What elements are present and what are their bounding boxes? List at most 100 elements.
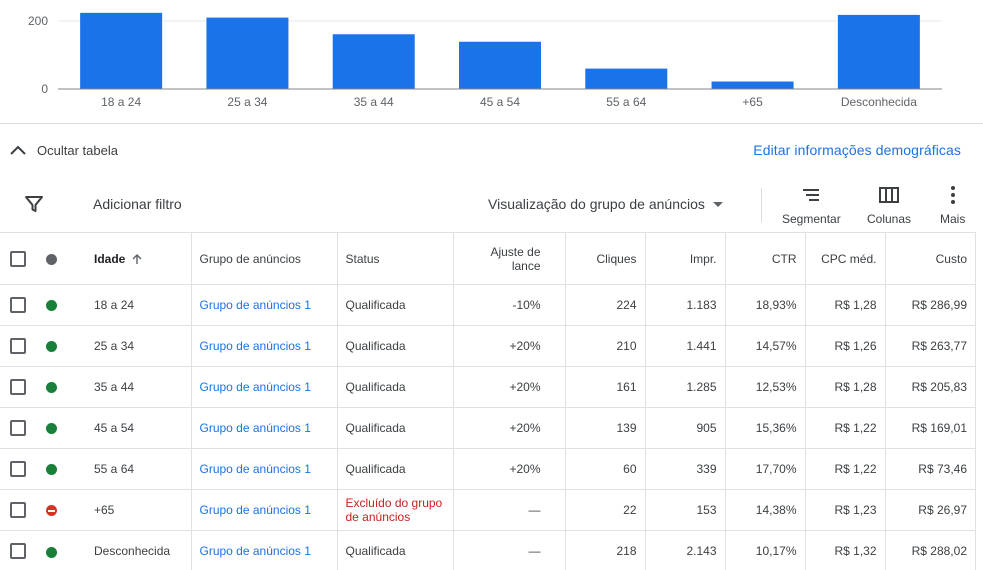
cell-bid-adjustment[interactable]: — [452, 489, 565, 531]
view-selector-dropdown[interactable]: Visualização do grupo de anúncios [488, 196, 723, 212]
row-checkbox[interactable] [10, 379, 26, 395]
cell-avg-cpc: R$ 1,23 [804, 489, 885, 531]
columns-label: Colunas [867, 212, 912, 226]
cell-avg-cpc: R$ 1,28 [804, 366, 885, 408]
enabled-status-icon [46, 546, 57, 558]
cell-age: 25 a 34 [86, 325, 191, 367]
enabled-status-icon [46, 300, 57, 312]
add-filter-button[interactable]: Adicionar filtro [93, 196, 182, 212]
ad-group-link[interactable]: Grupo de anúncios 1 [199, 462, 311, 476]
y-tick-label: 200 [28, 14, 48, 28]
ad-group-link[interactable]: Grupo de anúncios 1 [199, 298, 311, 312]
cell-age: 45 a 54 [86, 407, 191, 449]
hide-table-button[interactable]: Ocultar tabela [8, 140, 118, 160]
ad-group-link[interactable]: Grupo de anúncios 1 [199, 503, 311, 517]
bar-3[interactable] [459, 41, 541, 89]
filter-icon[interactable] [24, 194, 44, 214]
enabled-status-icon [46, 423, 57, 435]
cell-bid-adjustment[interactable]: +20% [452, 448, 565, 490]
row-checkbox[interactable] [10, 461, 26, 477]
cell-cost: R$ 73,46 [884, 448, 975, 490]
status-header-dot-icon [46, 253, 57, 265]
table-row[interactable]: 18 a 24 Grupo de anúncios 1 Qualificada -10… [0, 284, 975, 326]
bar-1[interactable] [206, 17, 289, 90]
cell-cost: R$ 263,77 [884, 325, 975, 367]
view-selector-label: Visualização do grupo de anúncios [488, 196, 705, 212]
bar-2[interactable] [332, 34, 415, 89]
columns-button[interactable]: Colunas [867, 184, 911, 226]
cell-impressions: 2.143 [644, 530, 725, 570]
cell-age: 18 a 24 [86, 284, 191, 326]
table-row[interactable]: 45 a 54 Grupo de anúncios 1 Qualificada +20… [0, 407, 975, 449]
excluded-status-icon [46, 505, 57, 517]
header-ad-group[interactable]: Grupo de anúncios [190, 232, 337, 285]
header-status[interactable]: Status [336, 232, 453, 285]
segment-icon [803, 189, 820, 201]
demographics-table: Idade Grupo de anúncios Status Ajuste de… [0, 232, 975, 570]
select-all-checkbox[interactable] [10, 250, 26, 267]
cell-bid-adjustment[interactable]: +20% [452, 366, 565, 408]
cell-status: Qualificada [345, 462, 406, 476]
row-checkbox[interactable] [10, 338, 26, 354]
cell-ctr: 10,17% [724, 530, 805, 570]
cell-bid-adjustment[interactable]: -10% [452, 284, 565, 326]
y-tick-label: 0 [41, 82, 48, 96]
cell-bid-adjustment[interactable]: +20% [452, 325, 565, 367]
segment-label: Segmentar [782, 212, 841, 226]
table-row[interactable]: Desconhecida Grupo de anúncios 1 Qualifica… [0, 530, 975, 570]
table-right-border [975, 232, 976, 570]
header-clicks[interactable]: Cliques [564, 232, 645, 285]
more-vert-icon [950, 186, 955, 204]
cell-age: 35 a 44 [86, 366, 191, 408]
cell-ctr: 17,70% [724, 448, 805, 490]
cell-cost: R$ 26,97 [884, 489, 975, 531]
more-label: Mais [940, 212, 966, 226]
x-tick-label: 55 a 64 [606, 95, 646, 109]
cell-age: Desconhecida [94, 544, 171, 559]
row-checkbox[interactable] [10, 502, 26, 518]
cell-avg-cpc: R$ 1,22 [804, 448, 885, 490]
cell-bid-adjustment[interactable]: +20% [452, 407, 565, 449]
chart-divider [0, 123, 983, 124]
arrow-up-icon [132, 254, 142, 265]
cell-impressions: 1.441 [644, 325, 725, 367]
cell-cost: R$ 288,02 [884, 530, 975, 570]
ad-group-link[interactable]: Grupo de anúncios 1 [199, 421, 311, 435]
bar-6[interactable] [837, 14, 920, 90]
bar-0[interactable] [80, 12, 163, 90]
cell-status: Qualificada [345, 544, 406, 559]
cell-impressions: 1.285 [644, 366, 725, 408]
bar-4[interactable] [585, 68, 668, 89]
cell-bid-adjustment[interactable]: — [452, 530, 565, 570]
table-row[interactable]: +65 Grupo de anúncios 1 Excluído do grupo … [0, 489, 975, 531]
table-row[interactable]: 35 a 44 Grupo de anúncios 1 Qualificada +20… [0, 366, 975, 408]
x-tick-label: 45 a 54 [480, 95, 520, 109]
bar-5[interactable] [711, 81, 794, 89]
cell-avg-cpc: R$ 1,32 [804, 530, 885, 570]
header-bid-adjustment[interactable]: Ajuste de lance [452, 232, 565, 285]
ad-group-link[interactable]: Grupo de anúncios 1 [199, 380, 311, 394]
header-avg-cpc[interactable]: CPC méd. [804, 232, 885, 285]
row-checkbox[interactable] [10, 297, 26, 313]
header-cost[interactable]: Custo [884, 232, 975, 285]
row-checkbox[interactable] [10, 420, 26, 436]
ad-group-link[interactable]: Grupo de anúncios 1 [199, 544, 311, 559]
x-tick-label: 18 a 24 [101, 95, 141, 109]
columns-icon [879, 187, 900, 203]
header-impressions[interactable]: Impr. [644, 232, 725, 285]
cell-cost: R$ 169,01 [884, 407, 975, 449]
header-ctr[interactable]: CTR [724, 232, 805, 285]
chevron-up-icon [10, 145, 26, 155]
more-button[interactable]: Mais [940, 184, 965, 226]
table-row[interactable]: 55 a 64 Grupo de anúncios 1 Qualificada +20… [0, 448, 975, 490]
cell-clicks: 161 [564, 366, 645, 408]
cell-status: Qualificada [345, 298, 406, 312]
ad-group-link[interactable]: Grupo de anúncios 1 [199, 339, 311, 353]
segment-button[interactable]: Segmentar [782, 184, 841, 226]
edit-demographics-link[interactable]: Editar informações demográficas [753, 142, 961, 158]
table-row[interactable]: 25 a 34 Grupo de anúncios 1 Qualificada +20… [0, 325, 975, 367]
row-checkbox[interactable] [10, 543, 26, 560]
cell-status: Qualificada [345, 339, 406, 353]
header-age[interactable]: Idade [86, 232, 191, 285]
toolbar-divider [761, 188, 762, 222]
